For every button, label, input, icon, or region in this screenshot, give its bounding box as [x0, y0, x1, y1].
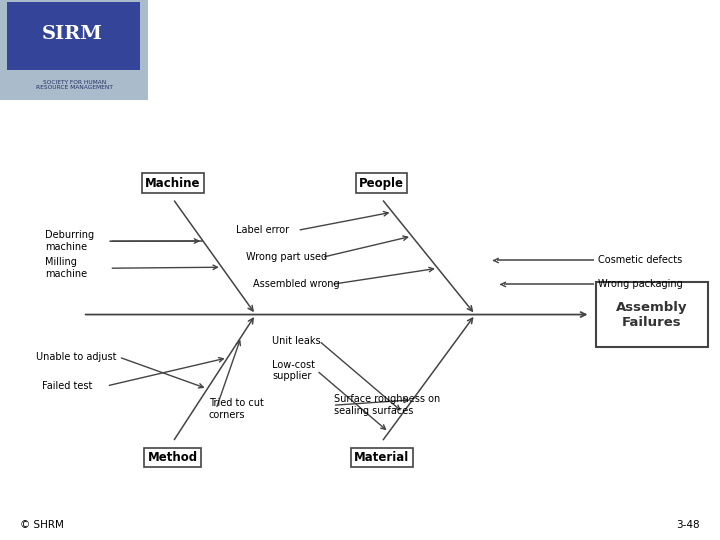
- Text: Deburring
machine: Deburring machine: [45, 231, 94, 252]
- Text: Unit leaks: Unit leaks: [272, 336, 321, 346]
- Text: Assembly
Failures: Assembly Failures: [616, 301, 688, 328]
- Bar: [0, 0, 148, 100]
- Text: Method: Method: [148, 451, 198, 464]
- Text: Label error: Label error: [236, 225, 289, 235]
- Bar: [596, 282, 708, 347]
- Text: Material: Material: [354, 451, 409, 464]
- Text: Cause-and-Effect Diagram: Cause-and-Effect Diagram: [207, 30, 657, 58]
- Text: People: People: [359, 177, 404, 190]
- Text: Wrong part used: Wrong part used: [246, 252, 328, 262]
- Text: Assembled wrong: Assembled wrong: [253, 279, 340, 289]
- Text: Failed test: Failed test: [42, 381, 92, 391]
- Text: The SHRM Learning System™: The SHRM Learning System™: [568, 107, 702, 116]
- Text: © SHRM: © SHRM: [20, 521, 64, 530]
- Text: Low-cost
supplier: Low-cost supplier: [272, 360, 315, 381]
- Text: Cosmetic defects: Cosmetic defects: [598, 255, 682, 266]
- Text: Wrong packaging: Wrong packaging: [598, 279, 683, 289]
- Text: Machine: Machine: [145, 177, 201, 190]
- Text: SIRM: SIRM: [42, 25, 102, 43]
- Text: SOCIETY FOR HUMAN
RESOURCE MANAGEMENT: SOCIETY FOR HUMAN RESOURCE MANAGEMENT: [36, 79, 112, 90]
- Text: Surface roughness on
sealing surfaces: Surface roughness on sealing surfaces: [334, 395, 441, 416]
- Text: Unable to adjust: Unable to adjust: [36, 352, 117, 362]
- Text: Milling
machine: Milling machine: [45, 258, 87, 279]
- Text: Tried to cut
corners: Tried to cut corners: [209, 399, 264, 420]
- Text: 3-48: 3-48: [676, 521, 700, 530]
- Bar: [7, 2, 140, 70]
